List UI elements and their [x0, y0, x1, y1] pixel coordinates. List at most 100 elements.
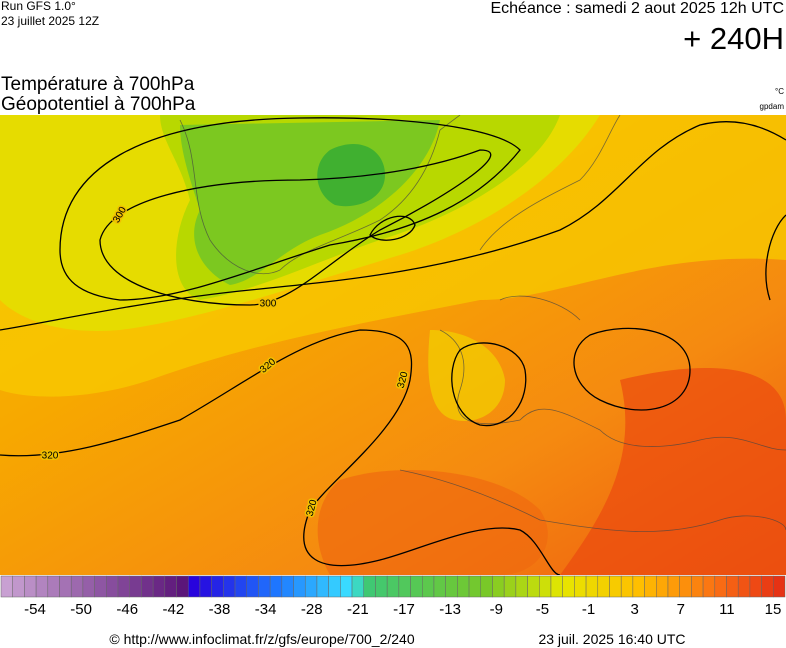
color-swatch	[503, 575, 517, 598]
color-swatch	[316, 575, 329, 598]
color-swatch	[106, 575, 119, 598]
scale-label: -34	[255, 601, 277, 618]
color-swatch	[539, 575, 552, 598]
color-swatch	[527, 575, 540, 598]
color-swatch	[117, 575, 130, 598]
run-date: 23 juillet 2025 12Z	[1, 14, 99, 28]
color-swatch	[632, 575, 645, 598]
color-swatch	[585, 575, 599, 598]
scale-label: 3	[630, 601, 638, 618]
hot-zone	[560, 368, 786, 575]
cool-pool	[428, 330, 505, 421]
color-swatch	[363, 575, 376, 598]
color-swatch	[164, 575, 177, 598]
color-swatch	[702, 575, 716, 598]
color-swatch	[468, 575, 482, 598]
color-swatch	[609, 575, 622, 598]
color-swatch	[351, 575, 364, 598]
color-swatch	[691, 575, 704, 598]
color-swatch	[82, 575, 95, 598]
scale-label: -17	[393, 601, 415, 618]
scale-label: 11	[719, 601, 735, 618]
scale-label: -9	[490, 601, 503, 618]
color-swatch	[445, 575, 458, 598]
color-swatch	[59, 575, 72, 598]
color-swatch	[656, 575, 669, 598]
scale-label: -5	[536, 601, 549, 618]
title-geopotential: Géopotentiel à 700hPa	[1, 94, 196, 115]
footer-url: © http://www.infoclimat.fr/z/gfs/europe/…	[109, 631, 414, 647]
scale-label: -13	[439, 601, 461, 618]
coldest-core	[317, 144, 385, 207]
color-swatch	[47, 575, 60, 598]
color-swatch	[492, 575, 505, 598]
color-swatch	[141, 575, 154, 598]
footer-date: 23 juil. 2025 16:40 UTC	[538, 631, 685, 647]
lead-time: + 240H	[683, 21, 784, 56]
color-swatch	[281, 575, 294, 598]
color-swatch	[667, 575, 680, 598]
color-swatch	[422, 575, 435, 598]
color-swatch	[386, 575, 400, 598]
color-swatch	[340, 575, 353, 598]
color-swatch	[398, 575, 411, 598]
scale-label: -38	[209, 601, 231, 618]
scale-label: -50	[70, 601, 92, 618]
contour-label: 320	[42, 451, 59, 462]
color-swatch	[0, 575, 13, 598]
color-swatch	[644, 575, 657, 598]
color-swatch	[293, 575, 306, 598]
color-swatch	[35, 575, 49, 598]
color-swatch	[574, 575, 587, 598]
color-swatch	[304, 575, 318, 598]
coastlines	[179, 115, 786, 532]
color-swatch	[199, 575, 212, 598]
color-swatch	[223, 575, 236, 598]
color-swatch	[726, 575, 739, 598]
color-swatch	[410, 575, 423, 598]
color-swatch	[152, 575, 166, 598]
color-swatch	[433, 575, 446, 598]
hot-zone-africa	[317, 470, 548, 575]
color-swatch	[269, 575, 283, 598]
color-swatch	[480, 575, 493, 598]
color-swatch	[234, 575, 247, 598]
scale-label: 7	[677, 601, 685, 618]
color-swatch	[620, 575, 634, 598]
color-swatch	[176, 575, 189, 598]
scale-label: -42	[163, 601, 185, 618]
color-swatch	[550, 575, 563, 598]
contour-label: 300	[260, 299, 277, 310]
run-label: Run GFS 1.0°	[1, 0, 76, 13]
color-swatch	[679, 575, 692, 598]
scale-label: -1	[582, 601, 595, 618]
color-swatch	[773, 575, 786, 598]
scale-label: -54	[24, 601, 46, 618]
color-swatch	[94, 575, 107, 598]
color-swatch	[375, 575, 388, 598]
color-swatch	[457, 575, 470, 598]
color-swatch	[258, 575, 271, 598]
color-swatch	[714, 575, 727, 598]
colorbar	[0, 575, 786, 598]
color-swatch	[246, 575, 259, 598]
color-swatch	[129, 575, 142, 598]
color-swatch	[24, 575, 37, 598]
color-swatch	[70, 575, 84, 598]
color-swatch	[515, 575, 528, 598]
color-swatch	[737, 575, 751, 598]
color-swatch	[12, 575, 25, 598]
color-swatch	[211, 575, 224, 598]
color-swatch	[761, 575, 774, 598]
contours	[0, 117, 786, 575]
unit-temperature: °C	[775, 87, 784, 96]
scale-label: -28	[301, 601, 323, 618]
scale-label: -46	[116, 601, 138, 618]
color-swatch	[749, 575, 762, 598]
color-swatch	[597, 575, 610, 598]
unit-geopotential: gpdam	[760, 102, 785, 111]
valid-time: Echéance : samedi 2 aout 2025 12h UTC	[490, 0, 784, 17]
color-swatch	[328, 575, 341, 598]
color-swatch	[187, 575, 201, 598]
